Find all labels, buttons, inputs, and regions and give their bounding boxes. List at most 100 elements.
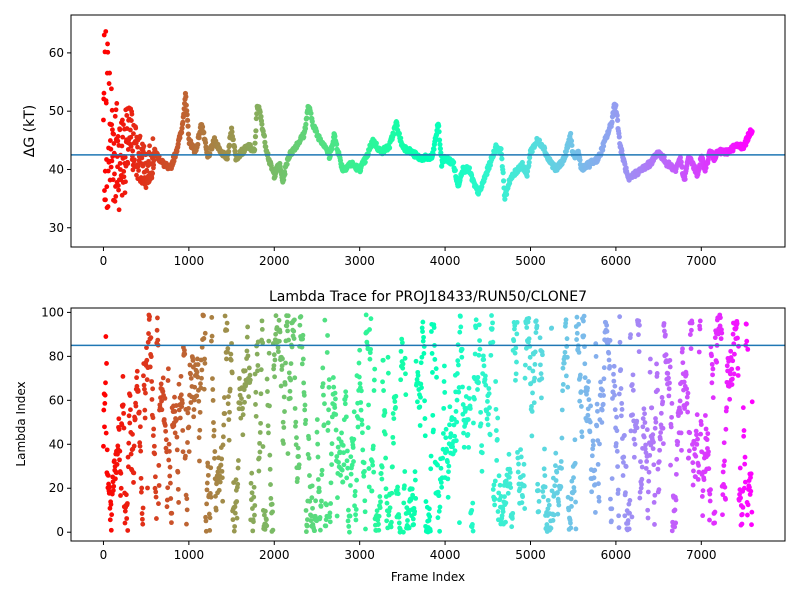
- lambda-point: [701, 477, 707, 483]
- lambda-point: [666, 386, 672, 392]
- delta-g-point: [110, 127, 115, 133]
- x-tick-label: 2000: [259, 548, 290, 562]
- delta-g-point: [498, 146, 504, 152]
- lambda-point: [706, 466, 712, 472]
- lambda-point: [299, 361, 305, 367]
- lambda-point: [666, 375, 671, 381]
- lambda-point: [127, 420, 133, 426]
- lambda-point: [138, 489, 144, 495]
- lambda-point: [594, 401, 600, 407]
- delta-g-point: [114, 100, 120, 106]
- lambda-point: [348, 454, 354, 460]
- x-tick-label: 7000: [686, 548, 717, 562]
- lambda-point: [169, 520, 174, 526]
- lambda-point: [300, 336, 306, 342]
- lambda-point: [617, 314, 623, 320]
- lambda-point: [653, 416, 658, 421]
- lambda-point: [267, 452, 273, 458]
- lambda-point: [107, 517, 113, 523]
- lambda-point: [251, 494, 257, 500]
- lambda-point: [440, 446, 446, 452]
- lambda-point: [487, 405, 492, 411]
- lambda-point: [452, 448, 458, 454]
- lambda-point: [428, 466, 434, 472]
- delta-g-y-ticks: 30 40 50 60: [49, 46, 71, 235]
- lambda-point: [749, 509, 755, 515]
- lambda-point: [325, 428, 331, 433]
- lambda-point: [422, 416, 428, 421]
- lambda-point: [320, 365, 326, 371]
- lambda-point: [148, 335, 154, 341]
- lambda-point: [439, 484, 445, 490]
- lambda-point: [505, 490, 511, 496]
- delta-g-point: [137, 133, 143, 139]
- lambda-point: [124, 501, 130, 506]
- lambda-point: [188, 400, 194, 405]
- lambda-point: [588, 403, 594, 409]
- lambda-point: [376, 513, 382, 519]
- lambda-point: [647, 369, 653, 375]
- delta-g-point: [502, 196, 508, 202]
- delta-g-point: [301, 134, 307, 140]
- delta-g-point: [136, 168, 141, 173]
- lambda-point: [693, 428, 699, 434]
- lambda-point: [663, 352, 669, 358]
- lambda-point: [176, 407, 182, 413]
- lambda-point: [220, 498, 226, 504]
- lambda-point: [672, 507, 678, 513]
- delta-g-point: [500, 170, 506, 176]
- delta-g-point: [147, 143, 152, 149]
- lambda-point: [471, 420, 476, 426]
- lambda-point: [246, 394, 252, 400]
- lambda-point: [652, 492, 658, 498]
- delta-g-point: [195, 141, 201, 148]
- lambda-point: [435, 462, 440, 468]
- lambda-point: [156, 483, 162, 488]
- lambda-point: [366, 484, 372, 490]
- lambda-point: [608, 496, 613, 502]
- lambda-point: [493, 428, 499, 433]
- lambda-point: [383, 455, 389, 461]
- lambda-point: [194, 369, 200, 375]
- lambda-point: [454, 371, 460, 376]
- lambda-point: [102, 424, 107, 430]
- lambda-point: [719, 330, 725, 336]
- lambda-point: [116, 427, 122, 432]
- lambda-point: [353, 512, 358, 518]
- lambda-point: [384, 500, 390, 506]
- lambda-point: [479, 450, 485, 456]
- lambda-point: [712, 520, 718, 526]
- lambda-point: [390, 411, 396, 416]
- lambda-point: [140, 505, 146, 511]
- lambda-point: [296, 454, 301, 459]
- lambda-point: [303, 417, 309, 423]
- lambda-point: [742, 479, 748, 485]
- lambda-point: [168, 480, 173, 486]
- x-tick-label: 1000: [174, 254, 205, 268]
- lambda-point: [654, 371, 660, 376]
- lambda-x-ticks: 0 1000 2000 3000 4000 5000 6000 7000: [100, 541, 717, 562]
- lambda-point: [596, 498, 602, 504]
- lambda-point: [620, 473, 626, 478]
- x-tick-label: 0: [100, 254, 108, 268]
- lambda-point: [257, 440, 262, 446]
- lambda-point: [560, 365, 566, 371]
- lambda-point: [238, 415, 244, 421]
- lambda-point: [294, 435, 299, 441]
- delta-g-point: [116, 207, 122, 213]
- lambda-point: [441, 405, 447, 411]
- lambda-point: [457, 329, 463, 335]
- lambda-point: [443, 426, 449, 432]
- lambda-point: [426, 518, 432, 523]
- lambda-point: [361, 460, 367, 466]
- lambda-point: [524, 325, 530, 330]
- delta-g-point: [569, 142, 575, 148]
- lambda-point: [226, 437, 232, 443]
- lambda-point: [522, 362, 528, 368]
- lambda-point: [418, 360, 424, 366]
- lambda-point: [254, 351, 260, 357]
- lambda-point: [165, 485, 171, 491]
- lambda-point: [343, 389, 349, 395]
- lambda-point: [342, 401, 348, 407]
- lambda-point: [395, 491, 401, 497]
